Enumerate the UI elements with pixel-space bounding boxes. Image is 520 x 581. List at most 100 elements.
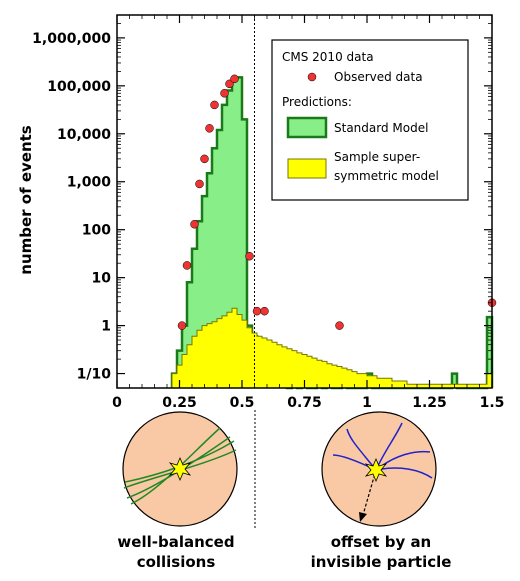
x-tick-label: 0.75 xyxy=(287,395,322,411)
legend-susy-swatch xyxy=(287,158,327,179)
histogram-bin xyxy=(287,348,292,388)
histogram-bin xyxy=(377,378,382,388)
histogram-bin xyxy=(382,378,387,388)
histogram-bin xyxy=(372,375,377,388)
histogram-bin xyxy=(187,282,192,388)
histogram-bin xyxy=(242,119,247,388)
histogram-bin xyxy=(317,360,322,388)
histogram-bin xyxy=(257,336,262,388)
x-tick-label: 0 xyxy=(112,395,122,411)
right-caption-line1: offset by an xyxy=(331,533,432,551)
histogram-bin xyxy=(197,221,202,388)
histogram-bin xyxy=(212,321,217,388)
legend-sm-swatch xyxy=(286,116,328,139)
x-tick-label: 1.5 xyxy=(480,395,505,411)
histogram-bin xyxy=(227,312,232,388)
histogram-bin xyxy=(202,196,207,388)
histogram-bin xyxy=(192,336,197,388)
observed-point xyxy=(195,179,204,189)
histogram-bin xyxy=(442,384,447,388)
histogram-bin xyxy=(487,373,492,388)
observed-point xyxy=(225,79,234,89)
balanced-collision-illustration xyxy=(122,411,238,527)
histogram-bin xyxy=(177,365,182,388)
y-axis-title: number of events xyxy=(17,125,35,275)
histogram-bin xyxy=(397,380,402,388)
histogram-bin xyxy=(242,320,247,388)
histogram-bin xyxy=(357,373,362,388)
observed-point xyxy=(177,321,187,330)
histogram-bin xyxy=(347,369,352,388)
histogram-bin xyxy=(342,368,347,388)
y-tick-label: 1,000,000 xyxy=(32,31,111,47)
observed-point xyxy=(245,251,254,261)
y-tick-label: 1 xyxy=(101,319,111,335)
series-outline xyxy=(171,307,493,388)
observed-point xyxy=(260,306,269,316)
histogram-bin xyxy=(227,90,232,388)
x-tick-label: 1.25 xyxy=(412,395,447,411)
histogram-bin xyxy=(262,338,267,388)
legend-observed-label: Observed data xyxy=(334,70,423,84)
left-caption-line1: well-balanced xyxy=(117,533,234,551)
histogram-bin xyxy=(302,354,307,388)
histogram-bin xyxy=(187,344,192,388)
observed-point xyxy=(182,261,192,270)
histogram-bin xyxy=(232,308,237,388)
histogram-bin xyxy=(332,365,337,388)
histogram-bin xyxy=(407,384,412,388)
histogram-bin xyxy=(467,384,472,388)
y-tick-label: 10,000 xyxy=(57,127,111,143)
missing-momentum-arrowhead xyxy=(359,512,367,522)
observed-point xyxy=(230,74,239,84)
y-tick-label: 100,000 xyxy=(47,79,111,95)
histogram-bin xyxy=(217,129,222,388)
histogram-bin xyxy=(237,77,242,388)
histogram-bin xyxy=(282,346,287,388)
histogram-bin xyxy=(312,358,317,388)
histogram-bin xyxy=(387,378,392,388)
histogram-bin xyxy=(297,352,302,388)
histogram-bin xyxy=(367,375,372,388)
right-caption-line2: invisible particle xyxy=(311,553,452,571)
histogram-bin xyxy=(412,384,417,388)
missing-momentum-arrow xyxy=(362,469,377,516)
observed-point xyxy=(252,306,262,316)
legend-title: CMS 2010 data xyxy=(282,50,374,64)
histogram-bin xyxy=(472,384,477,388)
legend-susy-label-line2: symmetric model xyxy=(334,169,439,183)
histogram-bin xyxy=(307,356,312,388)
histogram-bin xyxy=(417,384,422,388)
histogram-bin xyxy=(267,340,272,388)
histogram-bin xyxy=(322,361,327,388)
histogram-bin xyxy=(222,104,227,388)
x-tick-label: 0.25 xyxy=(162,395,197,411)
histogram-bin xyxy=(437,384,442,388)
legend: CMS 2010 data Observed data Predictions:… xyxy=(271,39,469,201)
histogram-bin xyxy=(362,373,367,388)
histogram-bin xyxy=(172,373,177,388)
observed-point xyxy=(190,219,199,229)
histogram-bin xyxy=(432,384,437,388)
y-tick-label: 1,000 xyxy=(67,175,112,191)
observed-point xyxy=(200,154,209,164)
histogram-bin xyxy=(392,380,397,388)
histogram-bin xyxy=(327,363,332,388)
histogram-bin xyxy=(482,384,487,388)
left-caption-line2: collisions xyxy=(137,553,216,571)
histogram-bin xyxy=(352,371,357,388)
histogram-bin xyxy=(277,344,282,388)
histogram-bin xyxy=(447,384,452,388)
left-collision-star xyxy=(168,456,192,482)
observed-point xyxy=(220,89,229,98)
histogram-bars xyxy=(170,76,494,390)
offset-collision-illustration xyxy=(321,411,437,527)
histogram-bin xyxy=(207,173,212,388)
histogram-bin xyxy=(487,317,492,388)
histogram-bin xyxy=(457,384,462,388)
histogram-bin xyxy=(182,354,187,388)
series-susy-model xyxy=(171,307,493,388)
y-tick-label: 1/10 xyxy=(77,367,112,383)
histogram-bin xyxy=(247,327,252,388)
